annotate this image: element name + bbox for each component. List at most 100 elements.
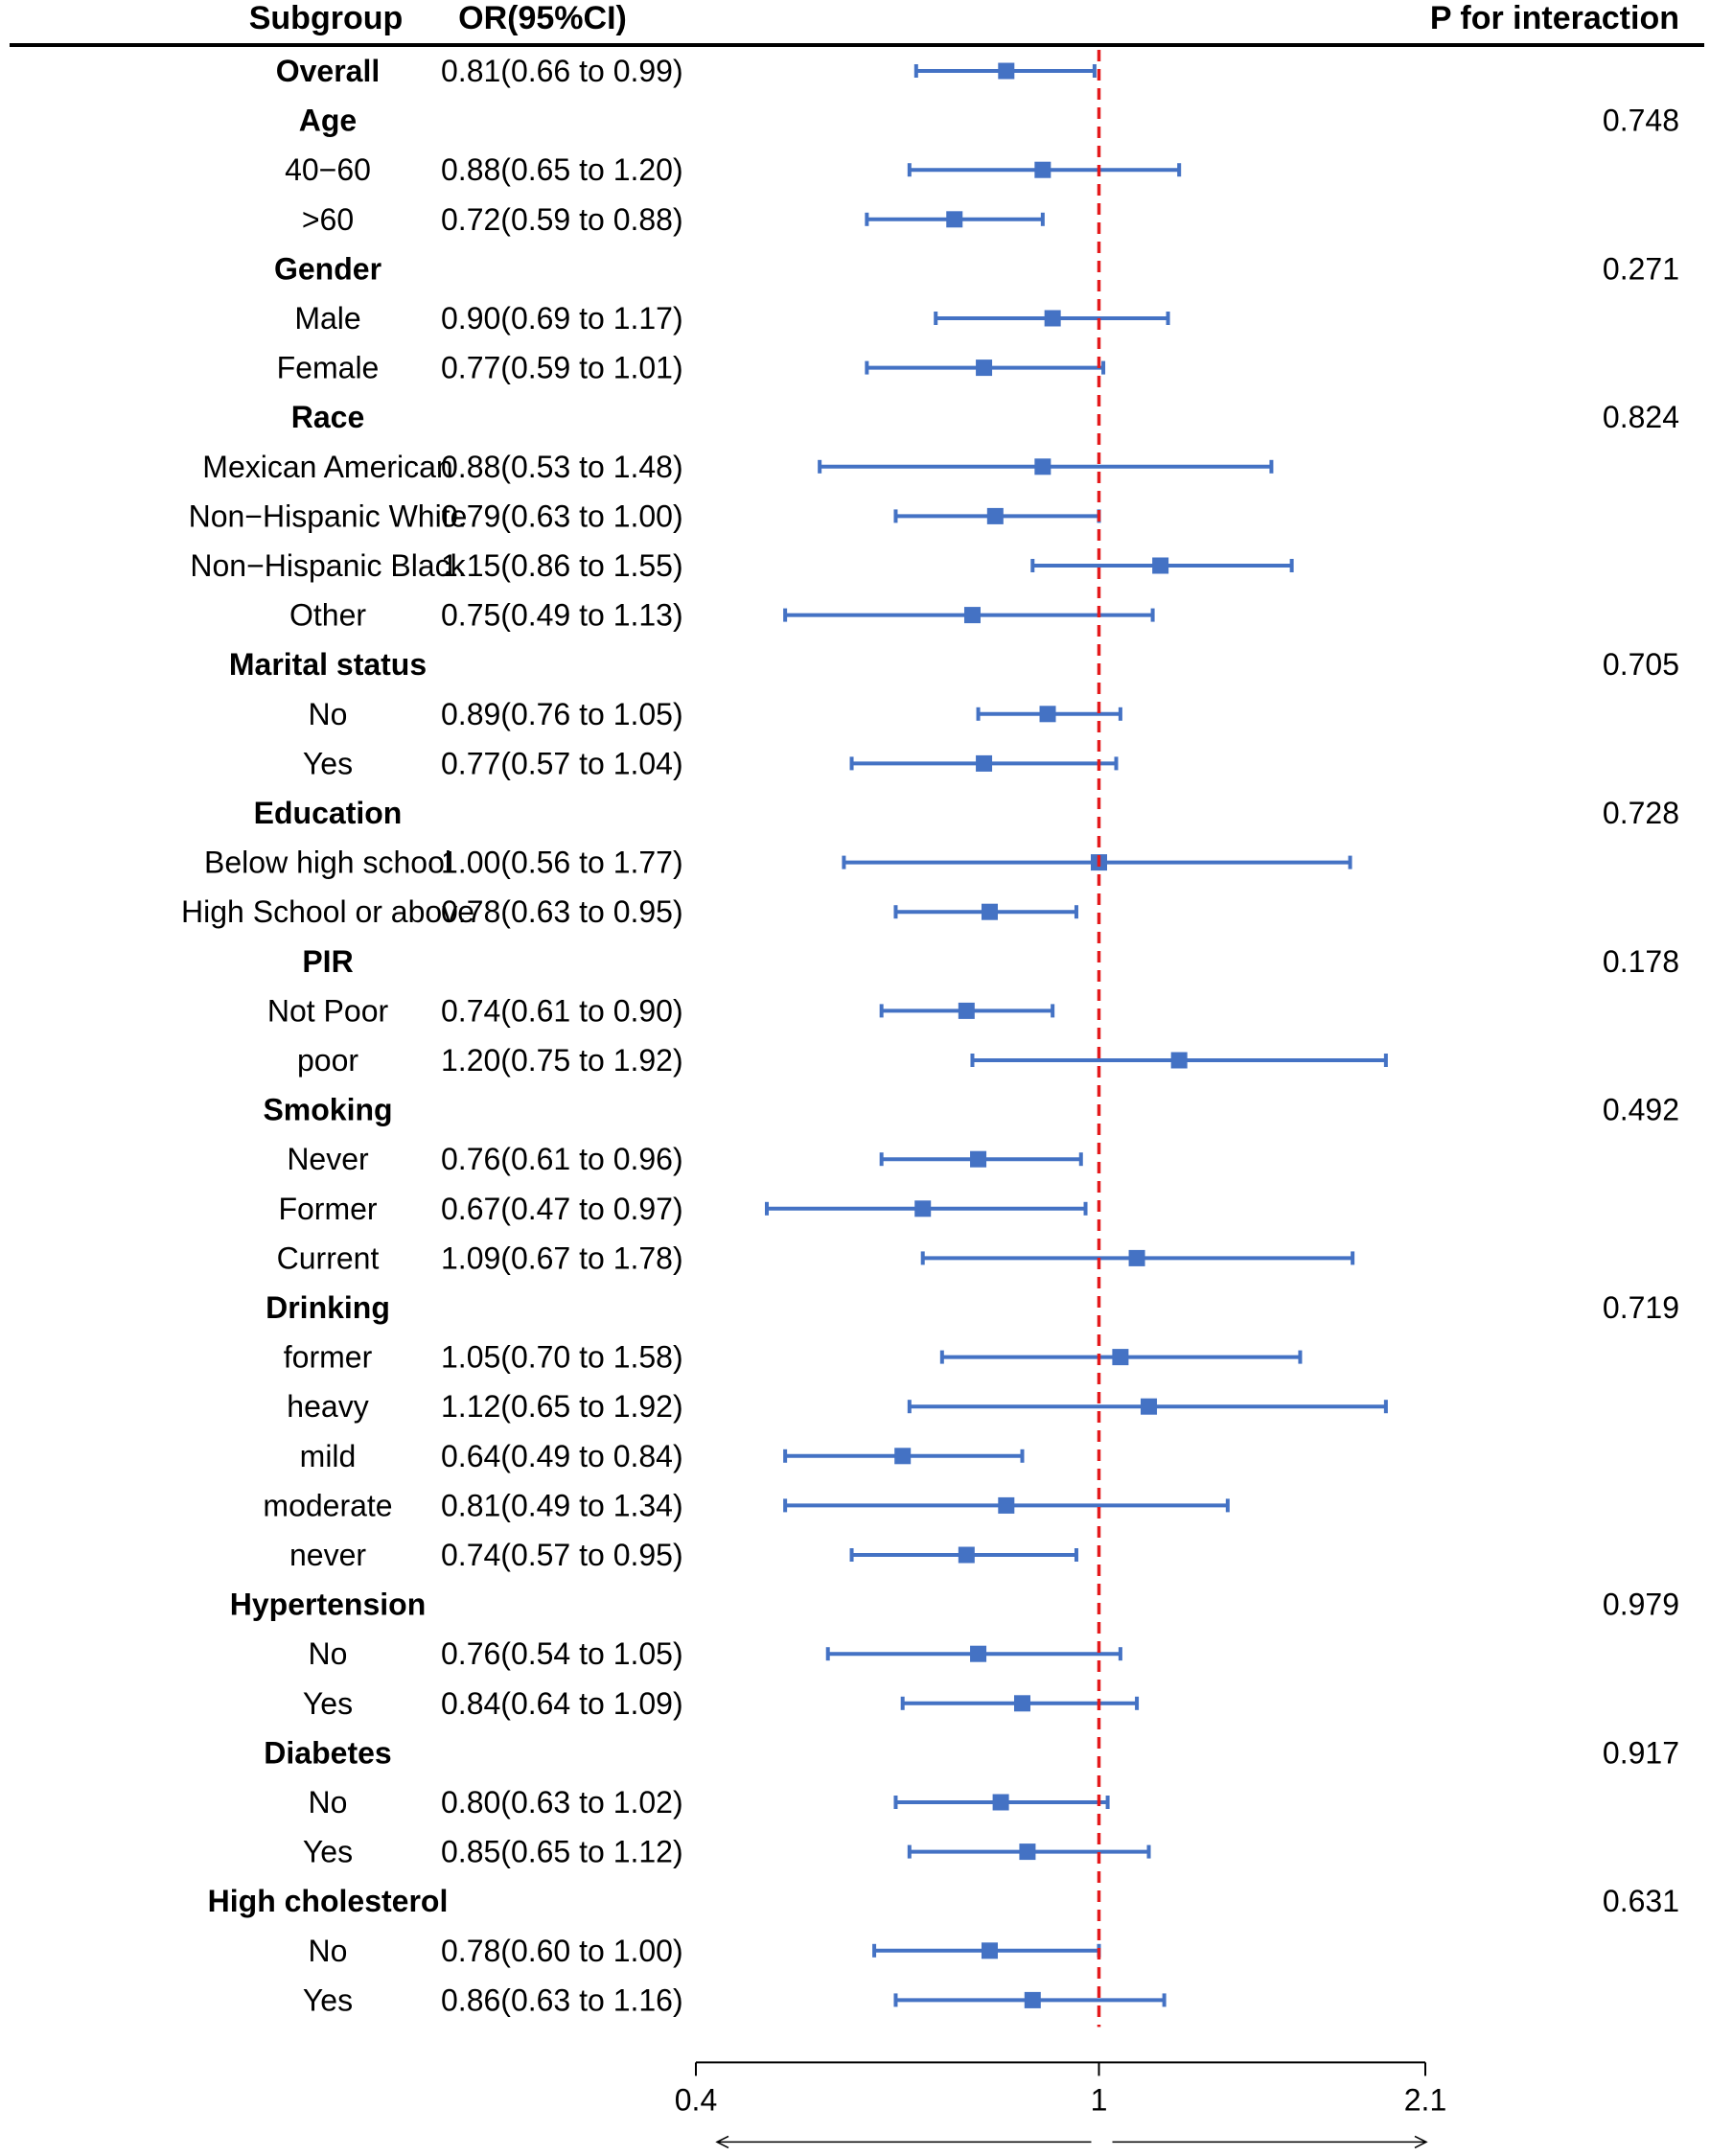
- row-5-male-label: Male: [294, 301, 360, 336]
- or-header: OR(95%CI): [458, 0, 627, 36]
- row-20-poor-or-text: 1.20(0.75 to 1.92): [441, 1043, 683, 1078]
- row-24-current-or-text: 1.09(0.67 to 1.78): [441, 1240, 683, 1275]
- row-8-mexican-american-point-estimate: [1034, 458, 1051, 475]
- row-17-high-school-or-above-or-text: 0.78(0.63 to 0.95): [441, 894, 683, 929]
- header: Subgroup OR(95%CI) P for interaction: [10, 0, 1704, 47]
- row-21-smoking-p-value: 0.492: [1603, 1093, 1679, 1127]
- row-23-former-point-estimate: [914, 1200, 932, 1217]
- risk-arrow-head: [1414, 2135, 1428, 2149]
- axis-tick-label-1: 1: [1091, 2082, 1108, 2117]
- row-32-no-or-text: 0.76(0.54 to 1.05): [441, 1636, 683, 1671]
- row-39-yes-point-estimate: [1024, 1991, 1041, 2008]
- row-30-never-point-estimate: [958, 1546, 975, 1564]
- row-35-no-point-estimate: [992, 1794, 1009, 1811]
- row-18-pir-p-value: 0.178: [1603, 944, 1679, 979]
- row-2-40-60-label: 40−60: [285, 152, 371, 187]
- axis-tick-label-0: 0.4: [675, 2082, 717, 2117]
- row-9-non-hispanic-white-or-text: 0.79(0.63 to 1.00): [441, 498, 683, 533]
- row-4-gender-label: Gender: [274, 251, 381, 286]
- row-1-age-p-value: 0.748: [1603, 104, 1679, 138]
- row-6-female-or-text: 0.77(0.59 to 1.01): [441, 351, 683, 385]
- row-32-no-point-estimate: [970, 1645, 987, 1662]
- row-11-other-or-text: 0.75(0.49 to 1.13): [441, 598, 683, 633]
- row-23-former-label: Former: [278, 1192, 377, 1226]
- row-25-drinking-label: Drinking: [266, 1290, 390, 1325]
- row-38-no-or-text: 0.78(0.60 to 1.00): [441, 1934, 683, 1968]
- row-39-yes-label: Yes: [303, 1982, 353, 2017]
- row-5-male-or-text: 0.90(0.69 to 1.17): [441, 301, 683, 336]
- row-9-non-hispanic-white-point-estimate: [986, 507, 1004, 524]
- row-27-heavy-point-estimate: [1141, 1398, 1158, 1415]
- row-36-yes-or-text: 0.85(0.65 to 1.12): [441, 1835, 683, 1869]
- row-14-yes-or-text: 0.77(0.57 to 1.04): [441, 746, 683, 780]
- row-1-age-label: Age: [299, 104, 357, 138]
- row-21-smoking-label: Smoking: [263, 1093, 392, 1127]
- row-18-pir-label: PIR: [302, 944, 353, 979]
- row-10-non-hispanic-black-point-estimate: [1152, 557, 1169, 574]
- rows: Overall 0.81(0.66 to 0.99) Age 0.748 40−60 0.…: [181, 50, 1679, 2028]
- row-7-race-label: Race: [291, 400, 365, 434]
- row-26-former-label: former: [284, 1340, 373, 1375]
- row-28-mild-or-text: 0.64(0.49 to 0.84): [441, 1439, 683, 1473]
- row-6-female-point-estimate: [976, 359, 993, 377]
- row-39-yes-or-text: 0.86(0.63 to 1.16): [441, 1982, 683, 2017]
- row-26-former-point-estimate: [1112, 1349, 1129, 1366]
- row-35-no-or-text: 0.80(0.63 to 1.02): [441, 1785, 683, 1820]
- row-0-overall-or-text: 0.81(0.66 to 0.99): [441, 54, 683, 88]
- row-9-non-hispanic-white-label: Non−Hispanic White: [189, 498, 468, 533]
- row-10-non-hispanic-black-or-text: 1.15(0.86 to 1.55): [441, 548, 683, 583]
- row-36-yes-label: Yes: [303, 1835, 353, 1869]
- row-22-never-or-text: 0.76(0.61 to 0.96): [441, 1142, 683, 1176]
- row-12-marital-status-p-value: 0.705: [1603, 647, 1679, 682]
- row-15-education-label: Education: [254, 796, 403, 830]
- row-19-not-poor-point-estimate: [958, 1002, 975, 1019]
- row-17-high-school-or-above-point-estimate: [981, 903, 998, 920]
- row-17-high-school-or-above-label: High School or above: [181, 894, 474, 929]
- row-16-below-high-school-or-text: 1.00(0.56 to 1.77): [441, 846, 683, 880]
- protective-arrow-head: [715, 2135, 729, 2149]
- row-33-yes-label: Yes: [303, 1686, 353, 1721]
- row-36-yes-point-estimate: [1019, 1843, 1036, 1861]
- row-11-other-label: Other: [289, 598, 366, 633]
- row-33-yes-or-text: 0.84(0.64 to 1.09): [441, 1686, 683, 1721]
- row-20-poor-point-estimate: [1170, 1052, 1188, 1069]
- p-interaction-header: P for interaction: [1430, 0, 1679, 36]
- row-14-yes-label: Yes: [303, 746, 353, 780]
- row-14-yes-point-estimate: [976, 754, 993, 772]
- row-37-high-cholesterol-p-value: 0.631: [1603, 1884, 1679, 1918]
- row-29-moderate-point-estimate: [998, 1496, 1015, 1514]
- row-0-overall-label: Overall: [276, 54, 381, 88]
- row-30-never-or-text: 0.74(0.57 to 0.95): [441, 1538, 683, 1572]
- row-12-marital-status-label: Marital status: [229, 647, 427, 682]
- row-24-current-label: Current: [277, 1240, 380, 1275]
- row-38-no-label: No: [309, 1934, 348, 1968]
- row-31-hypertension-label: Hypertension: [230, 1588, 426, 1622]
- row-13-no-label: No: [309, 697, 348, 731]
- row-37-high-cholesterol-label: High cholesterol: [208, 1884, 449, 1918]
- row-11-other-point-estimate: [963, 607, 981, 624]
- row-8-mexican-american-label: Mexican American: [202, 450, 452, 484]
- row-25-drinking-p-value: 0.719: [1603, 1290, 1679, 1325]
- row-26-former-or-text: 1.05(0.70 to 1.58): [441, 1340, 683, 1375]
- row-2-40-60-point-estimate: [1034, 161, 1051, 178]
- row-34-diabetes-label: Diabetes: [264, 1735, 391, 1770]
- row-28-mild-label: mild: [300, 1439, 357, 1473]
- row-31-hypertension-p-value: 0.979: [1603, 1588, 1679, 1622]
- row-23-former-or-text: 0.67(0.47 to 0.97): [441, 1192, 683, 1226]
- row-20-poor-label: poor: [297, 1043, 358, 1078]
- row-10-non-hispanic-black-label: Non−Hispanic Black: [190, 548, 466, 583]
- row-32-no-label: No: [309, 1636, 348, 1671]
- row-15-education-p-value: 0.728: [1603, 796, 1679, 830]
- row-27-heavy-label: heavy: [287, 1389, 368, 1424]
- row-3-60-point-estimate: [946, 211, 963, 228]
- row-28-mild-point-estimate: [894, 1448, 912, 1465]
- row-16-below-high-school-label: Below high school: [204, 846, 451, 880]
- x-axis: 0.412.1protective factorrisk factor: [675, 2061, 1446, 2149]
- row-0-overall-point-estimate: [998, 62, 1015, 80]
- row-22-never-label: Never: [287, 1142, 369, 1176]
- subgroup-header: Subgroup: [249, 0, 404, 36]
- row-3-60-or-text: 0.72(0.59 to 0.88): [441, 202, 683, 237]
- row-3-60-label: >60: [302, 202, 354, 237]
- row-29-moderate-label: moderate: [263, 1488, 392, 1522]
